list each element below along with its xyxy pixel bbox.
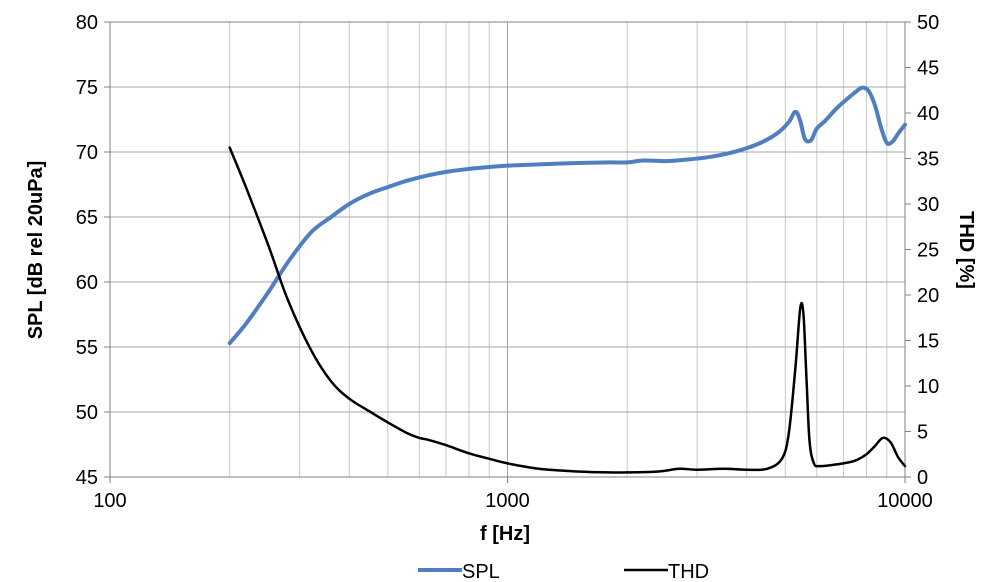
y2-tick-label: 45	[917, 58, 939, 80]
y2-tick-label: 25	[917, 240, 939, 262]
x-tick-label: 1000	[485, 490, 530, 512]
y-tick-label: 60	[76, 272, 98, 294]
y-axis-title: SPL [dB rel 20uPa]	[25, 161, 47, 340]
y2-tick-label: 0	[917, 467, 928, 489]
y-tick-label: 80	[76, 12, 98, 34]
axes	[104, 21, 911, 483]
legend-label-spl: SPL	[462, 561, 500, 582]
y2-tick-label: 10	[917, 376, 939, 398]
y-tick-label: 70	[76, 142, 98, 164]
y2-tick-label: 15	[917, 331, 939, 353]
y2-tick-label: 40	[917, 103, 939, 125]
x-axis-title: f [Hz]	[480, 523, 530, 545]
y-tick-label: 75	[76, 77, 98, 99]
legend-label-thd: THD	[668, 561, 709, 582]
y2-tick-label: 35	[917, 149, 939, 171]
y2-axis-title: THD [%]	[955, 211, 977, 289]
series-lines	[227, 85, 907, 474]
y-tick-label: 50	[76, 402, 98, 424]
series-line-thd	[228, 146, 907, 474]
x-tick-label: 100	[93, 490, 126, 512]
grid	[109, 21, 905, 478]
y2-tick-label: 20	[917, 285, 939, 307]
x-tick-label: 10000	[877, 490, 933, 512]
y-tick-label: 55	[76, 337, 98, 359]
y2-tick-label: 50	[917, 12, 939, 34]
y2-tick-label: 30	[917, 194, 939, 216]
y-tick-label: 65	[76, 207, 98, 229]
tick-labels: 45 50 55 60 65 70 75 80 0 5 10 15 20 25 30 35 40 45 50 100 1…	[76, 12, 940, 512]
y-tick-label: 45	[76, 467, 98, 489]
legend: SPL THD	[418, 561, 709, 582]
series-line-spl	[227, 85, 907, 346]
y2-tick-label: 5	[917, 422, 928, 444]
